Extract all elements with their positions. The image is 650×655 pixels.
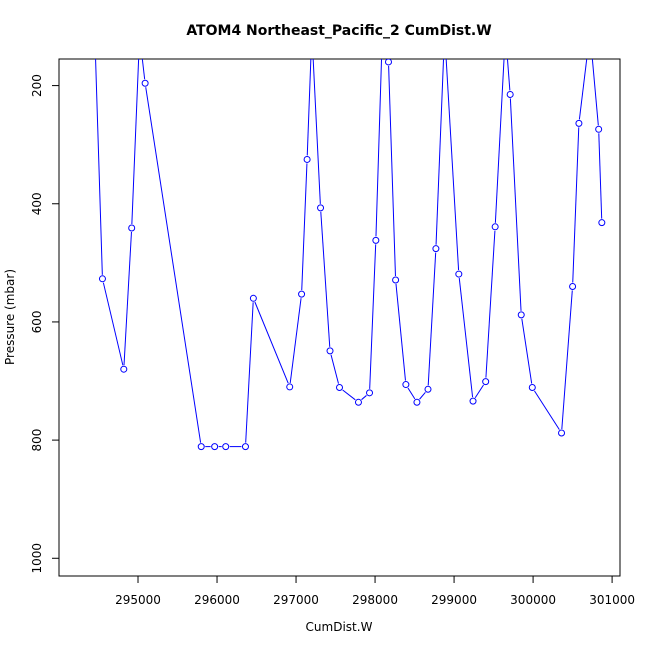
- y-tick-label: 600: [30, 310, 44, 333]
- data-point: [384, 59, 392, 66]
- data-point: [506, 90, 514, 98]
- x-axis-label: CumDist.W: [306, 620, 373, 634]
- series-line-segment: [131, 59, 140, 225]
- series-line-segment: [578, 59, 588, 120]
- data-point: [558, 429, 566, 437]
- x-tick-label: 295000: [115, 593, 161, 607]
- data-point: [432, 245, 440, 253]
- data-point: [528, 384, 536, 392]
- series-line-segment: [561, 290, 573, 430]
- x-tick-label: 299000: [431, 593, 477, 607]
- data-point: [366, 389, 374, 397]
- series-line-segment: [458, 277, 474, 398]
- data-point: [241, 443, 249, 451]
- data-point: [372, 236, 380, 244]
- series-line-segment: [509, 98, 522, 311]
- y-axis-label: Pressure (mbar): [3, 269, 17, 365]
- y-axis: 200 400 600 800 1000: [30, 74, 60, 574]
- data-point: [517, 311, 525, 319]
- data-point: [482, 378, 490, 386]
- x-tick-label: 301000: [589, 593, 635, 607]
- series-line-segment: [123, 231, 132, 366]
- series-line-segment: [375, 59, 383, 237]
- series-line-segment: [445, 59, 460, 271]
- series-line-segment: [361, 395, 367, 401]
- data-point: [286, 383, 294, 391]
- data-point: [402, 381, 410, 389]
- data-point: [120, 365, 128, 373]
- series-line-segment: [306, 59, 312, 156]
- data-point: [98, 275, 106, 283]
- data-point: [336, 384, 343, 392]
- series-line-segment: [141, 59, 146, 80]
- series-line-segment: [369, 244, 377, 389]
- y-tick-label: 1000: [30, 543, 44, 574]
- series-line-segment: [342, 389, 356, 401]
- data-point: [211, 443, 219, 451]
- series-line-segment: [419, 392, 426, 400]
- x-tick-label: 296000: [194, 593, 240, 607]
- y-tick-label: 400: [30, 192, 44, 215]
- data-point: [392, 276, 400, 284]
- data-point: [575, 119, 583, 127]
- series-line-segment: [485, 230, 496, 378]
- data-point: [413, 398, 421, 406]
- data-point: [303, 155, 311, 163]
- series-line-segment: [506, 59, 511, 91]
- series-line-segment: [598, 133, 603, 219]
- series-line-segment: [407, 387, 416, 400]
- series-line-segment: [145, 87, 202, 443]
- series-line-segment: [245, 302, 254, 443]
- series-layer: [95, 59, 606, 451]
- series-line-segment: [301, 163, 308, 291]
- data-point: [197, 443, 205, 451]
- data-point: [128, 224, 136, 232]
- data-point: [491, 223, 499, 231]
- data-point: [354, 398, 362, 406]
- series-line-segment: [494, 59, 505, 223]
- series-line-segment: [591, 59, 599, 126]
- series-line-segment: [312, 59, 321, 204]
- series-line-segment: [534, 390, 560, 430]
- y-tick-label: 200: [30, 74, 44, 97]
- data-point: [222, 443, 230, 451]
- series-line-segment: [474, 384, 484, 399]
- series-line-segment: [435, 59, 445, 245]
- data-point: [141, 79, 149, 87]
- data-point: [298, 290, 306, 298]
- data-point: [424, 385, 432, 393]
- data-point: [455, 270, 463, 278]
- data-point: [569, 282, 577, 290]
- chart-title: ATOM4 Northeast_Pacific_2 CumDist.W: [186, 23, 491, 39]
- y-tick-label: 800: [30, 429, 44, 452]
- series-line-segment: [102, 282, 124, 366]
- data-point: [598, 219, 606, 227]
- series-line-segment: [572, 127, 580, 283]
- data-point: [469, 397, 477, 405]
- x-tick-label: 297000: [273, 593, 319, 607]
- series-line-segment: [388, 65, 396, 276]
- series-line-segment: [395, 283, 406, 381]
- series-line-segment: [289, 298, 302, 384]
- x-tick-label: 298000: [352, 593, 398, 607]
- series-line-segment: [95, 59, 103, 275]
- series-line-segment: [254, 301, 289, 384]
- data-point: [249, 294, 257, 302]
- x-tick-label: 300000: [510, 593, 556, 607]
- series-line-segment: [320, 211, 331, 347]
- x-axis: 295000 296000 297000 298000 299000 300000 3010…: [115, 575, 635, 607]
- series-line-segment: [330, 354, 339, 384]
- data-point: [326, 347, 334, 355]
- data-point: [595, 125, 603, 133]
- data-point: [317, 204, 325, 212]
- series-line-segment: [521, 318, 533, 384]
- series-line-segment: [427, 252, 437, 386]
